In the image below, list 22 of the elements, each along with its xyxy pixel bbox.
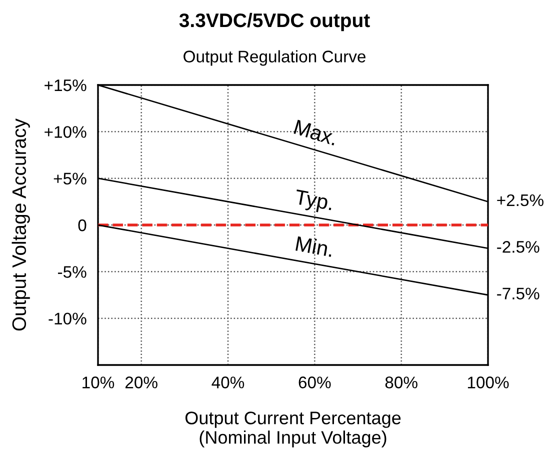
y-tick-label: +5%: [54, 172, 86, 185]
x-tick-label: 20%: [125, 376, 158, 388]
x-tick-label: 100%: [468, 376, 509, 388]
chart-subtitle: Output Regulation Curve: [184, 50, 366, 66]
x-tick-label: 80%: [385, 376, 418, 388]
data-label: -2.5%: [497, 241, 540, 253]
y-tick-label: +10%: [44, 126, 86, 138]
chart-title: 3.3VDC/5VDC output: [179, 12, 370, 32]
text: Typ.: [294, 190, 334, 214]
y-tick-label: +15%: [44, 79, 86, 92]
x-axis-title: Output Current Percentage (Nominal Input Voltage): [185, 412, 401, 448]
data-label: +2.5%: [497, 194, 544, 206]
text: Min.: [296, 236, 334, 257]
y-axis-title: Output Voltage Accuracy: [12, 118, 30, 331]
text: Max.: [294, 120, 338, 146]
y-tick-label: 0: [78, 219, 86, 232]
data-label: -7.5%: [497, 288, 540, 300]
y-tick-label: -10%: [48, 312, 86, 325]
x-tick-label: 10%: [82, 376, 114, 388]
x-tick-label: 40%: [212, 376, 244, 388]
x-tick-label: 60%: [298, 376, 331, 388]
y-tick-label: -5%: [58, 266, 86, 278]
